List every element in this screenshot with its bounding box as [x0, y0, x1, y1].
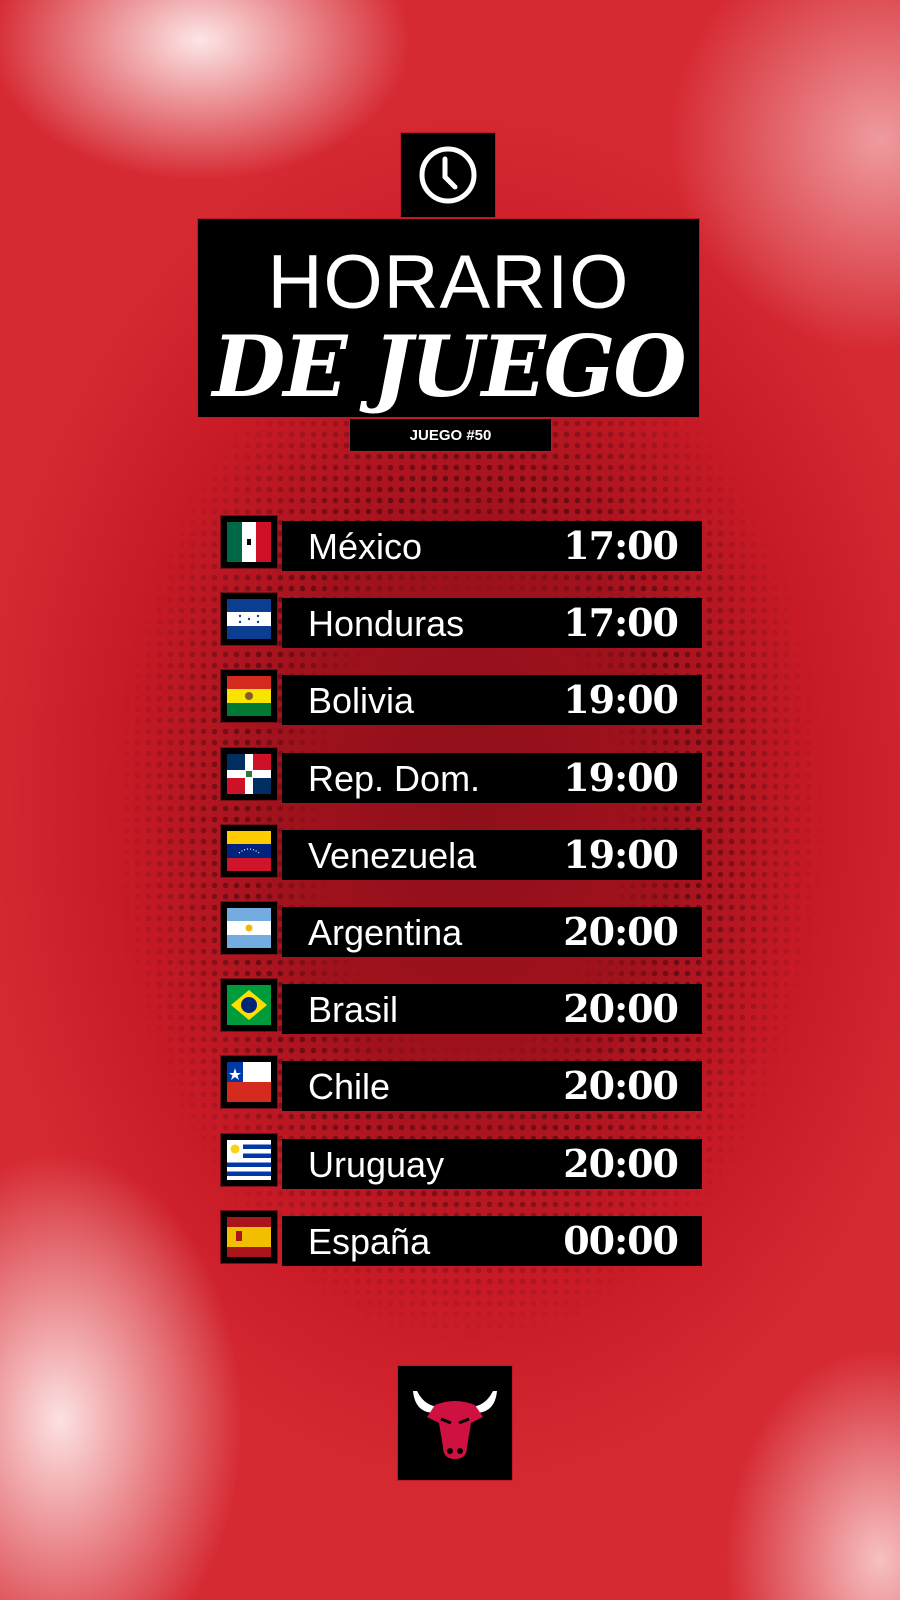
game-time: 19:00 — [563, 831, 679, 877]
chile-flag-icon — [227, 1062, 271, 1103]
schedule-row: España 00:00 — [220, 1209, 702, 1270]
game-number-badge: JUEGO #50 — [349, 418, 552, 452]
country-name: México — [308, 526, 423, 567]
flag-box — [220, 592, 278, 647]
flag-box — [220, 901, 278, 955]
bolivia-flag-icon — [227, 676, 271, 717]
schedule-bar: España 00:00 — [282, 1215, 702, 1266]
schedule-bar: Rep. Dom. 19:00 — [282, 752, 702, 803]
schedule-bar: Bolivia 19:00 — [282, 675, 702, 726]
schedule-bar: Venezuela 19:00 — [282, 829, 702, 880]
game-time: 17:00 — [563, 600, 679, 646]
schedule-row: Bolivia 19:00 — [220, 669, 702, 729]
flag-box — [220, 978, 278, 1033]
schedule-bar: México 17:00 — [282, 521, 702, 571]
title-line-1: HORARIO — [267, 240, 630, 325]
country-name: Honduras — [308, 603, 465, 645]
schedule-row: Argentina 20:00 — [220, 901, 702, 961]
flag-box — [220, 1209, 278, 1264]
schedule-row: Venezuela 19:00 — [220, 823, 702, 884]
flag-box — [220, 746, 278, 801]
flag-box — [220, 515, 278, 569]
schedule-row: Uruguay 20:00 — [220, 1132, 702, 1193]
country-name: Rep. Dom. — [308, 757, 481, 799]
country-name: Bolivia — [308, 680, 415, 722]
flag-box — [220, 669, 278, 724]
flag-box — [220, 1055, 278, 1110]
game-time: 17:00 — [563, 523, 679, 568]
game-time: 20:00 — [563, 1140, 679, 1186]
mexico-flag-icon — [227, 522, 271, 562]
country-name: España — [308, 1220, 431, 1262]
title-box: HORARIO DE JUEGO — [197, 218, 700, 418]
schedule-bar: Argentina 20:00 — [282, 907, 702, 957]
schedule-row: Chile 20:00 — [220, 1055, 702, 1115]
team-logo-box — [397, 1365, 513, 1481]
game-time: 19:00 — [563, 677, 679, 723]
game-number: JUEGO #50 — [409, 426, 492, 444]
schedule-bar: Chile 20:00 — [282, 1061, 702, 1112]
game-time: 19:00 — [563, 754, 679, 800]
schedule-row: Rep. Dom. 19:00 — [220, 746, 702, 807]
schedule-bar: Honduras 17:00 — [282, 598, 702, 649]
uruguay-flag-icon — [227, 1139, 271, 1180]
spain-flag-icon — [227, 1216, 271, 1257]
dominican-republic-flag-icon — [227, 753, 271, 794]
schedule-bar: Uruguay 20:00 — [282, 1138, 702, 1189]
title-line-2: DE JUEGO — [212, 317, 686, 416]
flag-box — [220, 1132, 278, 1187]
honduras-flag-icon — [227, 599, 271, 640]
argentina-flag-icon — [227, 908, 271, 948]
game-time: 20:00 — [563, 1063, 679, 1109]
country-name: Argentina — [308, 912, 463, 953]
schedule-row: México 17:00 — [220, 515, 702, 575]
flag-box — [220, 823, 278, 878]
game-time: 20:00 — [563, 986, 679, 1032]
bull-logo-icon — [413, 1391, 497, 1459]
country-name: Venezuela — [308, 834, 477, 876]
country-name: Brasil — [308, 989, 399, 1031]
country-name: Chile — [308, 1066, 391, 1108]
clock-icon — [419, 146, 477, 204]
clock-badge — [400, 132, 496, 218]
venezuela-flag-icon — [227, 830, 271, 871]
country-name: Uruguay — [308, 1143, 445, 1185]
schedule-row: Brasil 20:00 — [220, 978, 702, 1038]
schedule-row: Honduras 17:00 — [220, 592, 702, 652]
brazil-flag-icon — [227, 985, 271, 1026]
game-time: 00:00 — [563, 1217, 679, 1263]
schedule-bar: Brasil 20:00 — [282, 984, 702, 1035]
game-time: 20:00 — [563, 909, 679, 954]
